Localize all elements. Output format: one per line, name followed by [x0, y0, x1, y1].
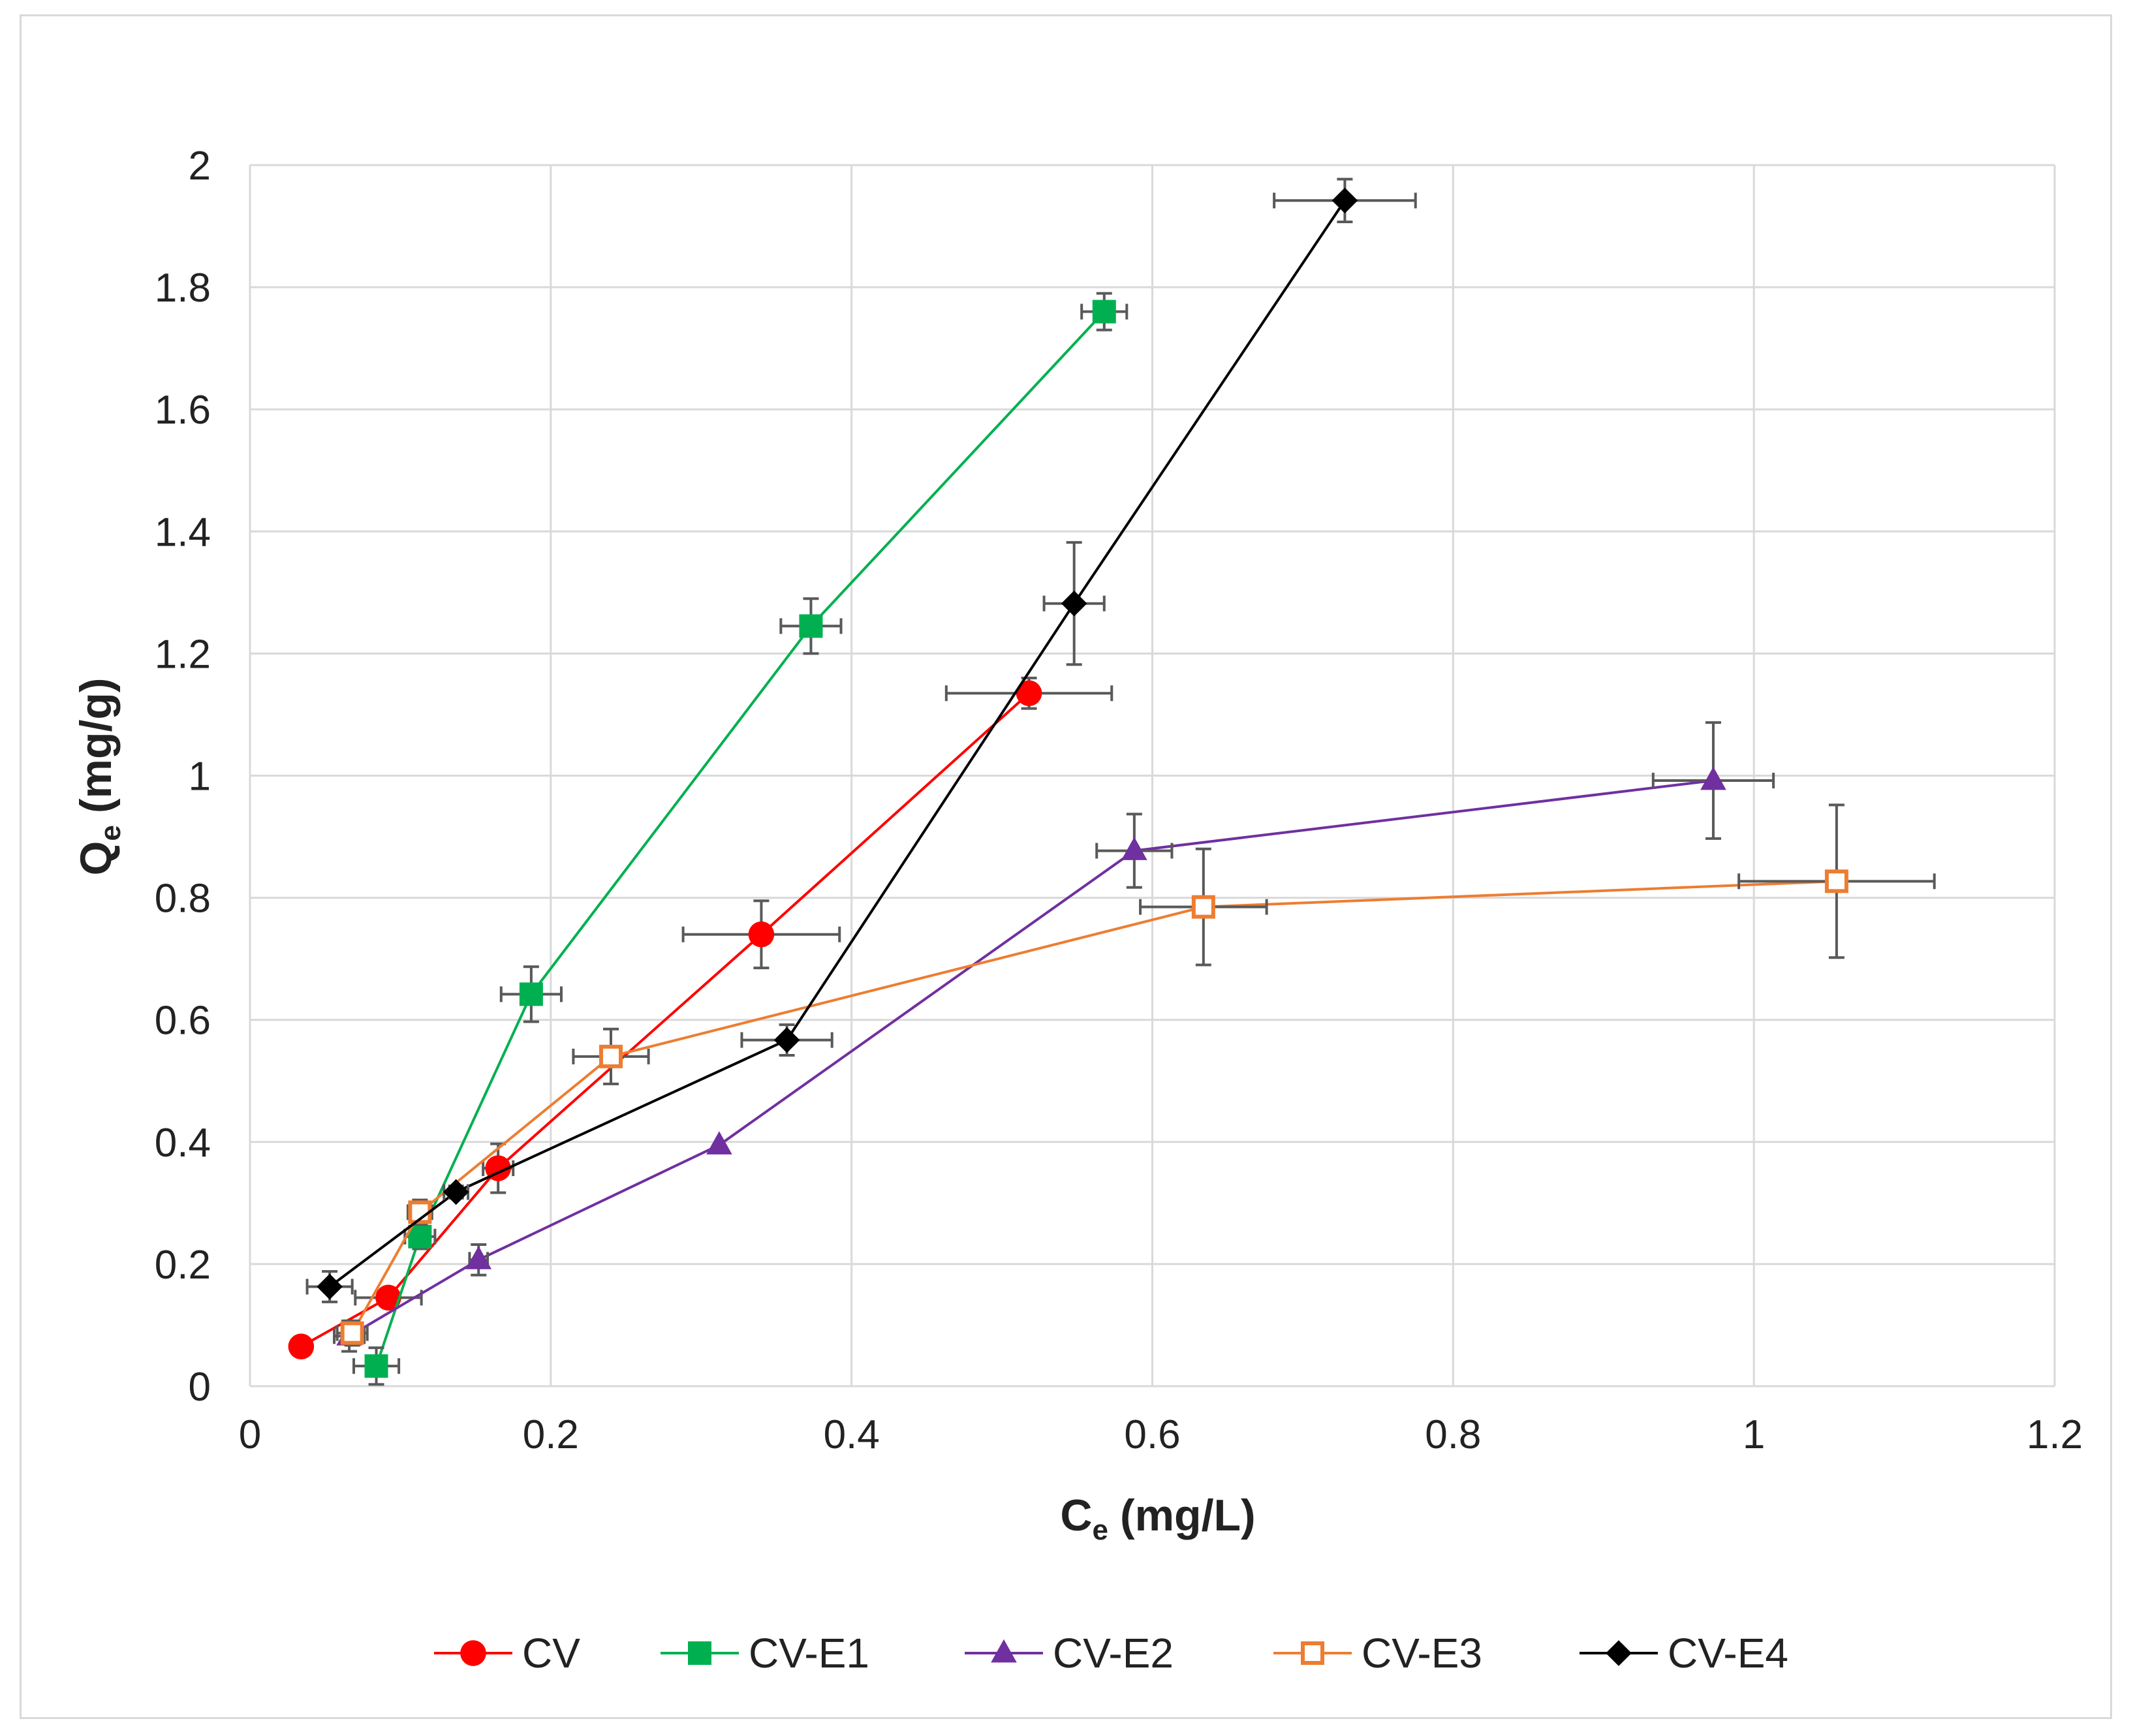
data-point: [1824, 869, 1848, 893]
data-point: [1301, 1641, 1324, 1665]
series-line: [328, 200, 1347, 1288]
series-cv-e3: [335, 803, 1936, 1347]
series-cv-e2: [333, 721, 1775, 1353]
data-point: [706, 1131, 732, 1155]
data-point: [317, 1273, 343, 1300]
data-point: [364, 1354, 388, 1378]
y-axis-title-main: Q: [71, 841, 121, 876]
series-cv: [288, 676, 1113, 1359]
legend: CV CV-E1 CV-E2 CV-E3 CV-E4: [434, 1630, 1788, 1677]
x-axis-title: Ce (mg/L): [1060, 1491, 1255, 1546]
legend-label: CV-E1: [749, 1630, 869, 1677]
series-line: [350, 880, 1837, 1334]
legend-item-cv-e4: CV-E4: [1580, 1630, 1788, 1677]
y-tick-label: 1.4: [155, 510, 211, 555]
legend-label: CV-E3: [1362, 1630, 1482, 1677]
data-point: [599, 1044, 623, 1068]
x-tick-label: 0.6: [1124, 1412, 1180, 1457]
data-point: [460, 1640, 486, 1666]
y-tick-labels: 0 0.2 0.4 0.6 0.8 1 1.2 1.4 1.6 1.8 2: [155, 144, 211, 1410]
y-tick-label: 0.6: [155, 999, 211, 1044]
data-point: [443, 1179, 469, 1205]
data-point: [1016, 680, 1042, 707]
x-tick-label: 1.2: [2027, 1412, 2083, 1457]
data-point: [465, 1246, 492, 1269]
chart-frame: [20, 14, 2112, 1719]
y-tick-label: 1.6: [155, 388, 211, 433]
data-point: [340, 1321, 364, 1345]
data-point: [748, 921, 775, 948]
x-axis-title-unit: (mg/L): [1120, 1491, 1256, 1540]
data-point: [288, 1333, 315, 1359]
data-point: [1331, 187, 1358, 214]
x-tick-label: 0.2: [523, 1412, 579, 1457]
data-point: [773, 1027, 800, 1053]
x-axis-title-main: C: [1060, 1491, 1092, 1540]
y-tick-label: 1.8: [155, 266, 211, 311]
x-tick-label: 0.8: [1425, 1412, 1481, 1457]
data-point: [1700, 766, 1726, 790]
data-point: [1092, 300, 1116, 324]
x-tick-labels: 0 0.2 0.4 0.6 0.8 1 1.2: [239, 1412, 2083, 1457]
series-layer: [288, 178, 1936, 1386]
x-tick-label: 0.4: [824, 1412, 880, 1457]
x-tick-label: 0: [239, 1412, 261, 1457]
data-point: [1121, 837, 1147, 860]
data-point: [799, 614, 823, 638]
x-axis-title-subscript: e: [1092, 1514, 1108, 1546]
legend-item-cv-e3: CV-E3: [1273, 1630, 1482, 1677]
y-axis-title: Qe (mg/g): [71, 677, 127, 875]
data-point: [1061, 590, 1087, 617]
legend-label: CV-E2: [1053, 1630, 1174, 1677]
series-cv-e1: [352, 292, 1129, 1386]
data-point: [991, 1639, 1017, 1663]
y-tick-label: 2: [189, 144, 211, 189]
data-point: [1606, 1640, 1632, 1666]
y-tick-label: 1: [189, 754, 211, 799]
y-axis-title-subscript: e: [95, 825, 127, 841]
data-point: [1191, 895, 1215, 919]
y-tick-label: 0.8: [155, 876, 211, 922]
legend-item-cv: CV: [434, 1630, 580, 1677]
y-tick-label: 0.4: [155, 1121, 211, 1166]
y-tick-label: 0.2: [155, 1243, 211, 1288]
y-axis-title-unit: (mg/g): [71, 677, 121, 813]
y-tick-label: 0: [189, 1365, 211, 1410]
legend-label: CV-E4: [1668, 1630, 1788, 1677]
series-line: [349, 779, 1714, 1338]
legend-label: CV: [522, 1630, 580, 1677]
legend-item-cv-e2: CV-E2: [965, 1630, 1174, 1677]
data-point: [688, 1641, 711, 1665]
x-tick-label: 1: [1743, 1412, 1765, 1457]
data-point: [519, 982, 543, 1006]
series-line: [375, 311, 1106, 1367]
series-cv-e4: [305, 178, 1417, 1303]
grid: [249, 164, 2056, 1387]
legend-item-cv-e1: CV-E1: [661, 1630, 869, 1677]
data-point: [375, 1284, 401, 1311]
y-tick-label: 1.2: [155, 632, 211, 677]
